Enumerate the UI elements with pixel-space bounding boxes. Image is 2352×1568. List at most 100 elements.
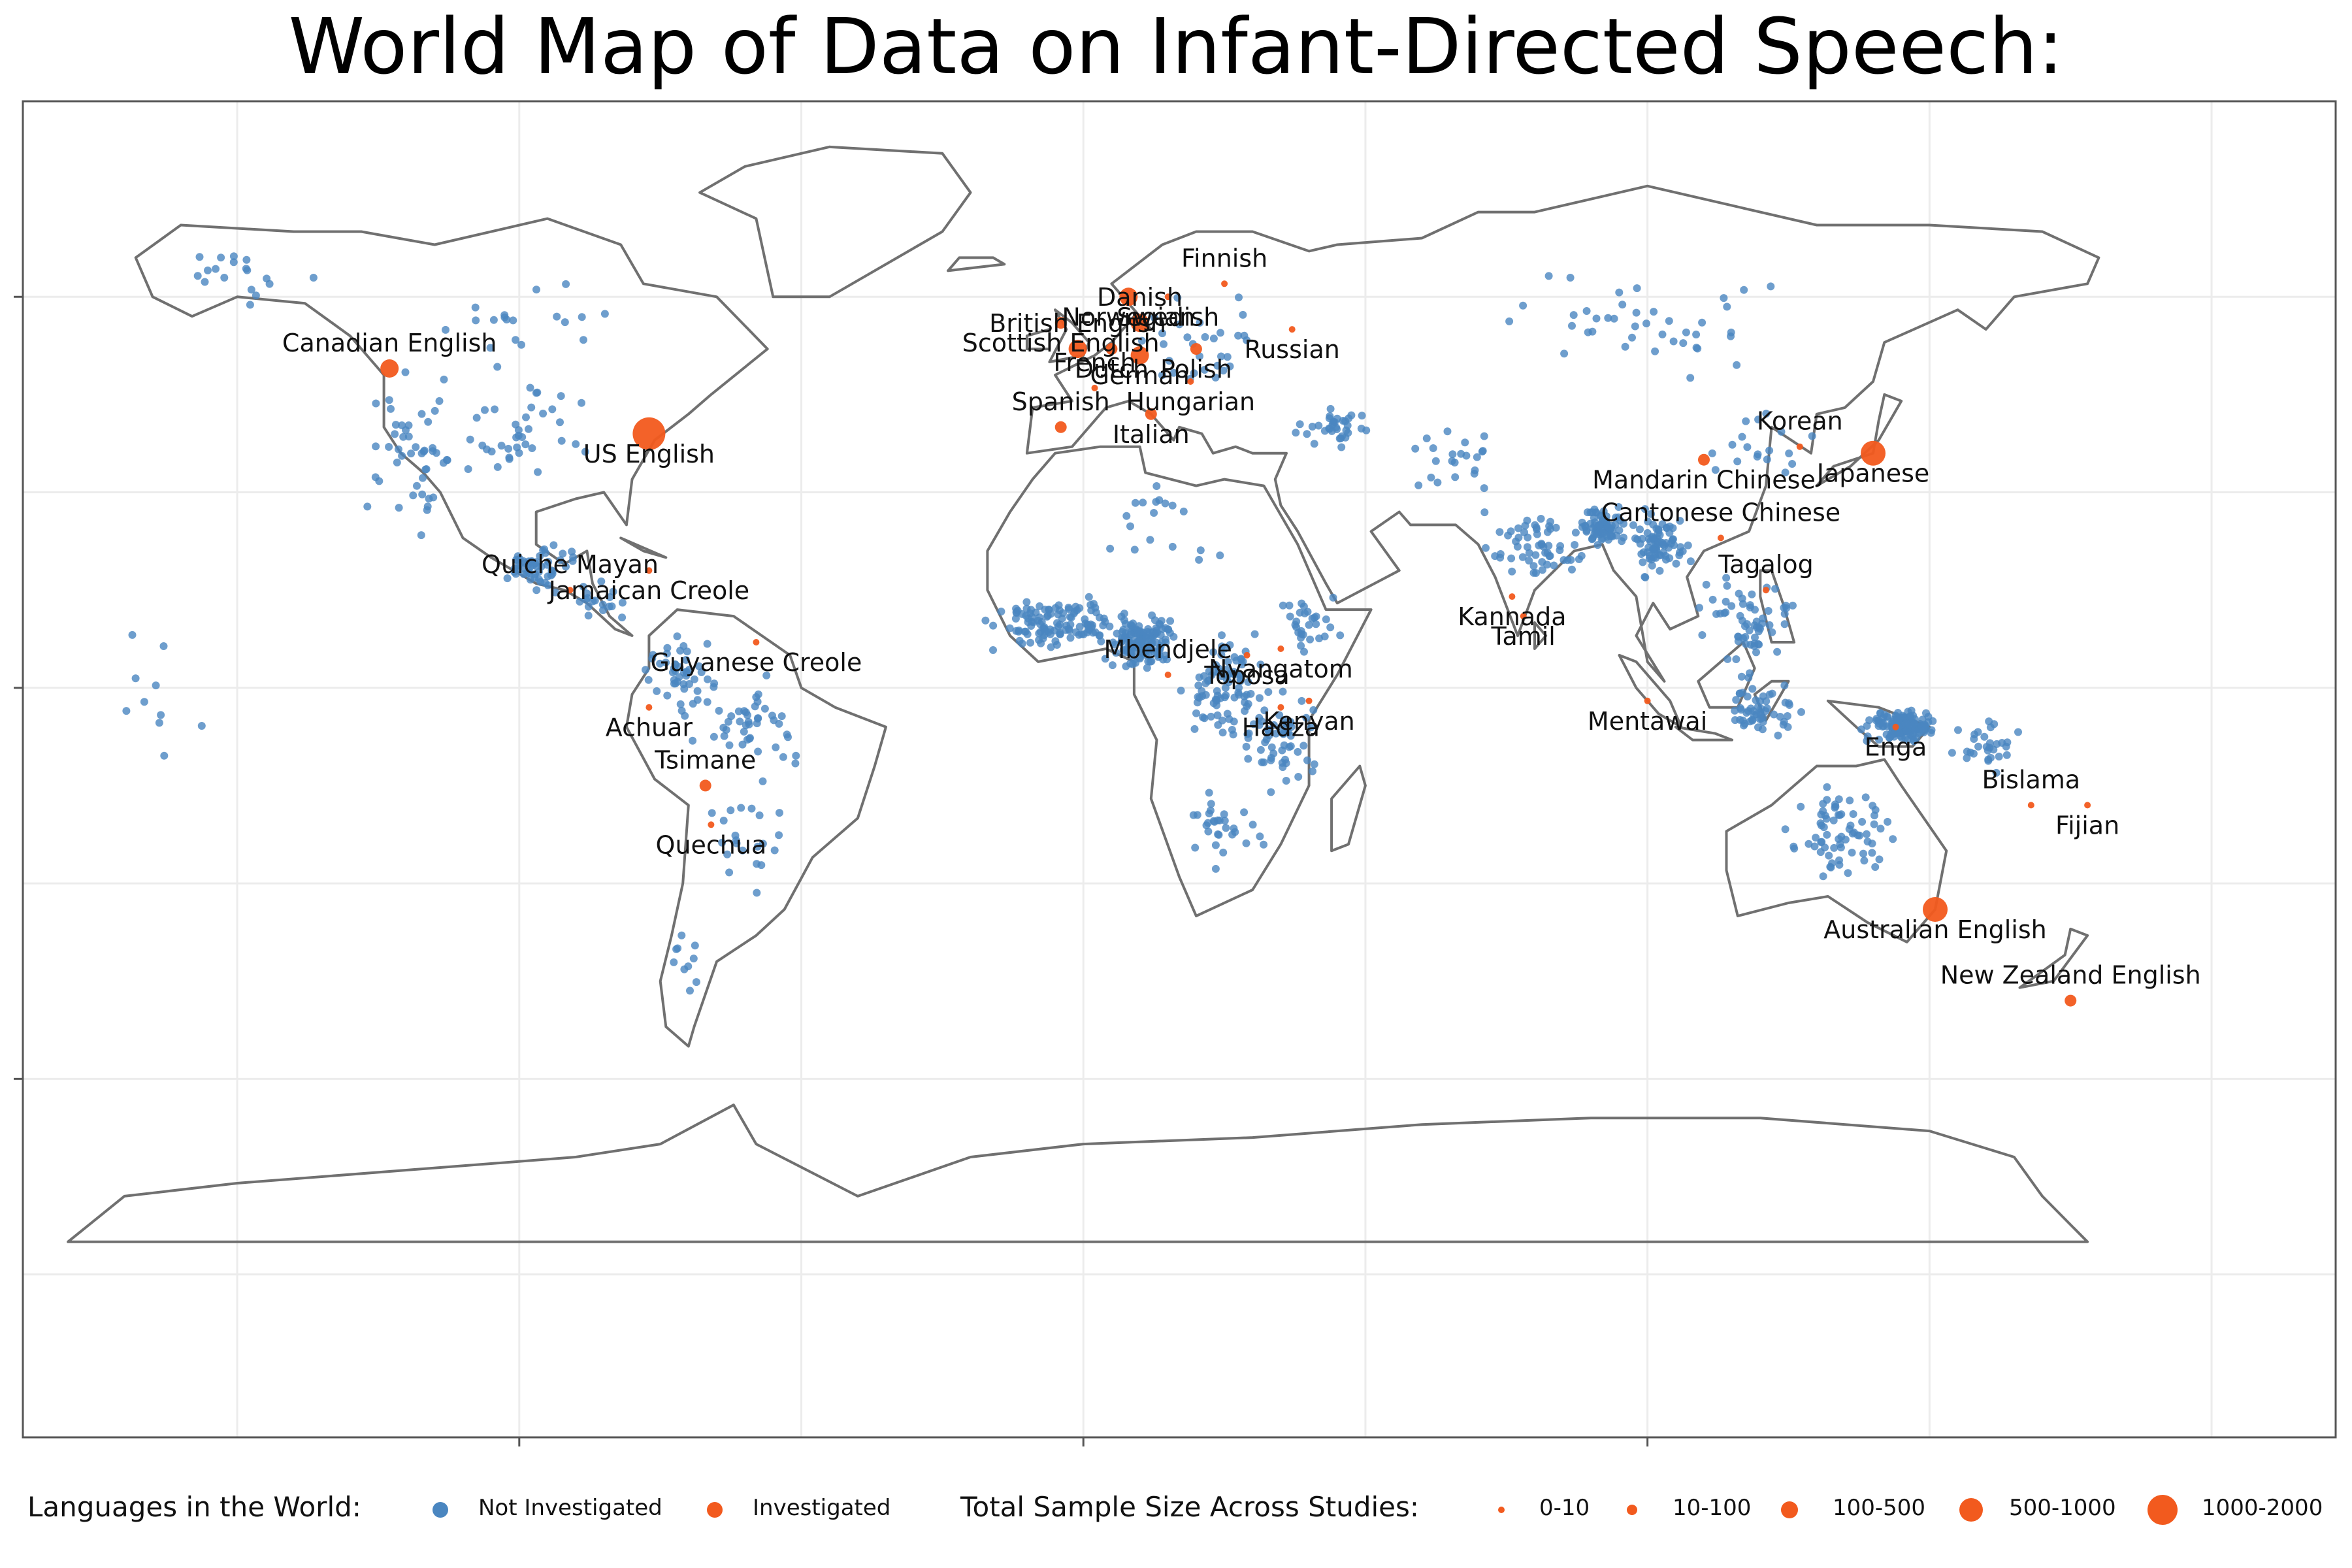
not-investigated-point [691,941,699,950]
not-investigated-point [1173,293,1182,302]
not-investigated-point [676,700,685,708]
not-investigated-point [1848,849,1856,857]
investigated-point [632,417,666,450]
investigated-point [1277,645,1284,652]
not-investigated-point [1695,604,1703,612]
language-label: Finnish [1181,244,1267,272]
not-investigated-point [759,777,767,785]
language-label: Swedish [1117,302,1219,331]
not-investigated-point [1780,681,1789,690]
not-investigated-point [775,831,783,840]
not-investigated-point [1218,642,1226,651]
not-investigated-point [1665,317,1673,325]
legend-not-investigated-dot [433,1502,448,1518]
not-investigated-point [532,389,540,397]
not-investigated-point [1735,689,1744,698]
not-investigated-point [1047,643,1055,651]
not-investigated-point [1053,641,1061,649]
not-investigated-point [1722,574,1731,582]
not-investigated-point [1194,681,1203,690]
not-investigated-point [1294,747,1302,756]
not-investigated-point [1512,537,1520,546]
not-investigated-point [1620,533,1627,542]
not-investigated-point [1087,606,1096,615]
not-investigated-point [1043,612,1052,620]
not-investigated-point [1240,331,1249,340]
legend-size-100-500-label: 100-500 [1833,1495,1926,1521]
not-investigated-point [514,552,522,561]
not-investigated-point [1669,337,1678,346]
not-investigated-point [1543,549,1552,557]
not-investigated-point [648,654,657,662]
not-investigated-point [1647,510,1656,518]
not-investigated-point [1835,795,1843,804]
not-investigated-point [1335,434,1344,443]
not-investigated-point [1732,655,1740,663]
investigated-point [699,779,711,792]
not-investigated-point [1130,648,1138,657]
not-investigated-point [122,707,131,715]
not-investigated-point [584,612,593,620]
not-investigated-point [1309,706,1318,714]
not-investigated-point [671,666,679,675]
not-investigated-point [1213,691,1222,700]
not-investigated-point [751,702,759,711]
not-investigated-point [537,563,546,571]
not-investigated-point [1022,598,1031,606]
not-investigated-point [1294,773,1303,781]
not-investigated-point [220,274,229,282]
not-investigated-point [1618,301,1627,309]
not-investigated-point [1875,736,1883,744]
not-investigated-point [497,442,506,450]
investigated-point [1190,343,1202,355]
not-investigated-point [309,274,318,282]
not-investigated-point [1844,869,1852,877]
not-investigated-point [1306,635,1315,644]
not-investigated-point [544,581,552,589]
not-investigated-point [1229,730,1237,739]
not-investigated-point [549,541,558,549]
not-investigated-point [1665,529,1674,537]
not-investigated-point [1250,630,1259,638]
land-outline [625,608,887,1048]
land-outline [134,217,769,637]
not-investigated-point [2002,751,2011,759]
not-investigated-point [1592,527,1599,536]
not-investigated-point [1595,521,1603,529]
not-investigated-point [1414,481,1423,489]
not-investigated-point [1169,368,1178,377]
not-investigated-point [399,433,408,441]
not-investigated-point [1533,530,1541,538]
not-investigated-point [754,747,762,756]
not-investigated-point [1194,693,1202,701]
not-investigated-point [553,312,561,321]
language-label: Japanese [1816,459,1930,488]
not-investigated-point [417,410,426,418]
not-investigated-point [662,649,671,658]
not-investigated-point [1279,601,1287,610]
not-investigated-point [1508,567,1516,576]
not-investigated-point [1213,361,1222,370]
not-investigated-point [2003,738,2012,747]
not-investigated-point [1525,549,1533,557]
language-label: Norwegian [1062,302,1195,331]
not-investigated-point [557,392,565,400]
not-investigated-point [1027,606,1036,614]
not-investigated-point [1192,709,1200,717]
not-investigated-point [1166,617,1175,625]
not-investigated-point [653,687,661,695]
not-investigated-point [1727,332,1735,340]
not-investigated-point [1571,541,1579,549]
not-investigated-point [1810,842,1819,851]
language-label: Italian [1113,420,1190,449]
not-investigated-point [1823,830,1831,839]
not-investigated-point [599,606,607,614]
not-investigated-point [1875,855,1884,864]
not-investigated-point [1166,629,1174,637]
land-outline [2018,927,2089,989]
not-investigated-point [1829,816,1838,825]
not-investigated-point [1692,344,1701,352]
not-investigated-point [510,568,519,576]
not-investigated-point [1015,636,1024,645]
not-investigated-point [1871,863,1880,871]
